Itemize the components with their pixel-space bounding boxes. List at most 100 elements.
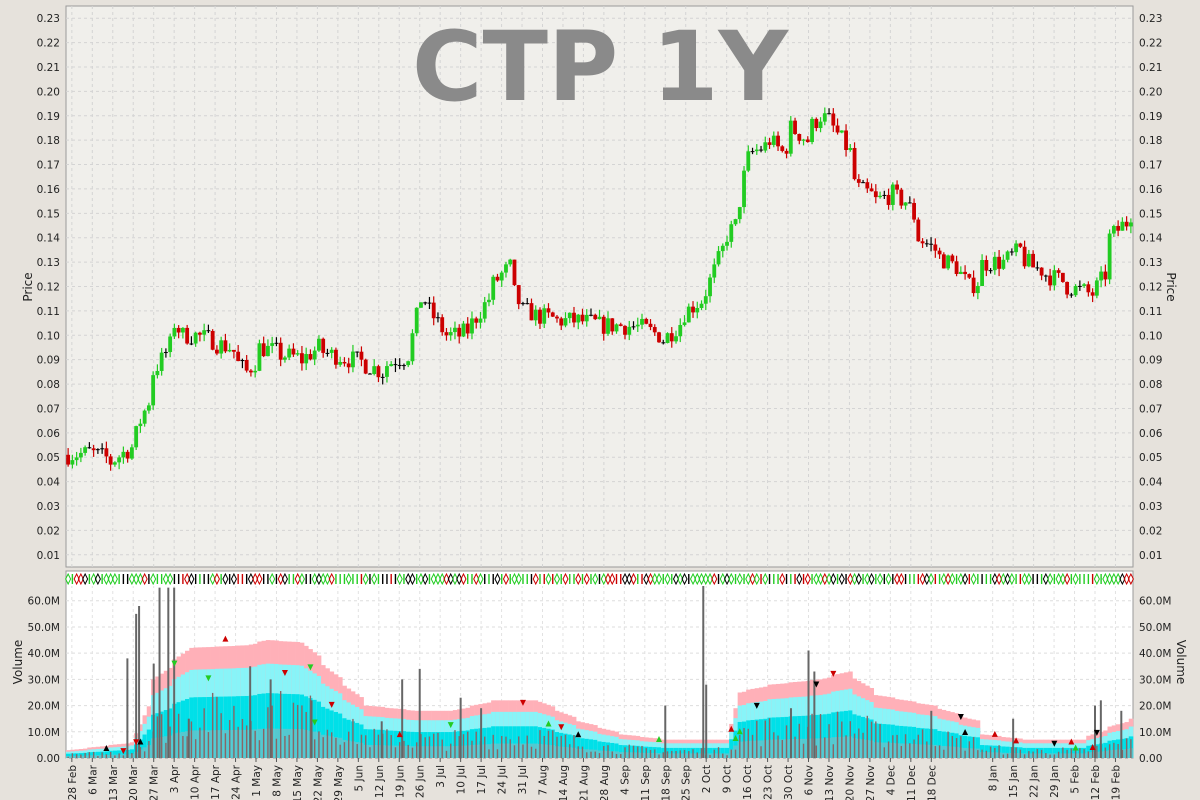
signal-marker (430, 572, 437, 586)
band-inner (274, 693, 279, 758)
volume-ytick-left-6: 60.0M (28, 596, 60, 608)
ohlc-body (176, 327, 181, 333)
ohlc-bar (640, 313, 644, 330)
ohlc-body (423, 302, 428, 304)
band-inner (95, 751, 101, 758)
ohlc-body (818, 121, 823, 129)
signal-marker (137, 572, 144, 586)
ohlc-bar (563, 312, 568, 328)
x-tick-30: 25 Sep (681, 765, 693, 800)
signal-diamond (821, 572, 828, 586)
band-inner (618, 745, 624, 758)
ohlc-bar (470, 311, 474, 340)
signal-marker (324, 572, 331, 586)
ohlc-body (1043, 275, 1048, 277)
signal-diamond (885, 572, 892, 586)
volume-signal-triangle (1068, 738, 1075, 745)
ohlc-body (512, 259, 517, 286)
band-inner (610, 742, 615, 758)
ohlc-body (567, 312, 572, 319)
ohlc-bar (648, 319, 653, 331)
volume-ytick-left-1: 10.0M (28, 727, 60, 739)
ohlc-bar (1128, 218, 1133, 234)
ohlc-body (172, 327, 177, 337)
signal-marker (728, 572, 735, 586)
signal-marker (188, 572, 195, 586)
signal-marker (583, 572, 590, 586)
price-ytick-left-14: 0.15 (37, 208, 60, 220)
ohlc-bar (193, 331, 198, 347)
signal-diamond (698, 572, 705, 586)
signal-marker (838, 572, 845, 586)
volume-signal-triangle (120, 748, 127, 755)
ohlc-bar (1005, 250, 1010, 263)
ohlc-body (686, 306, 691, 323)
volume-signal-triangle (558, 724, 565, 731)
signal-diamond (681, 572, 688, 586)
signal-marker (1102, 572, 1109, 586)
price-ytick-right-6: 0.07 (1139, 403, 1162, 415)
ohlc-body (980, 260, 985, 286)
ohlc-body (997, 256, 1002, 269)
band-inner (656, 747, 662, 758)
ohlc-bar (329, 347, 334, 359)
ohlc-bar (351, 344, 355, 373)
band-inner (338, 713, 343, 758)
ohlc-body (529, 303, 534, 321)
ohlc-bar (197, 331, 202, 342)
ohlc-body (180, 327, 185, 333)
ohlc-bar (363, 358, 368, 375)
ohlc-body (151, 375, 156, 406)
ohlc-body (763, 142, 768, 151)
band-inner (720, 747, 726, 758)
ohlc-bar (487, 293, 491, 307)
ohlc-body (805, 139, 810, 143)
ohlc-bar (580, 308, 585, 325)
ohlc-body (1035, 267, 1040, 269)
ohlc-bar (958, 266, 963, 275)
signal-marker (719, 572, 726, 586)
ohlc-bar (716, 246, 721, 267)
price-ytick-left-17: 0.18 (37, 135, 60, 147)
ohlc-body (1060, 272, 1065, 282)
signal-diamond (643, 572, 650, 586)
volume-ytick-left-4: 40.0M (28, 648, 60, 660)
signal-marker (753, 572, 760, 586)
signal-marker (128, 572, 135, 586)
ohlc-body (74, 457, 79, 461)
ohlc-body (920, 241, 925, 244)
signal-marker (626, 572, 633, 586)
signal-diamond (184, 572, 191, 586)
signal-diamond (1025, 572, 1032, 586)
ohlc-body (606, 318, 610, 334)
x-tick-0: 28 Feb (67, 765, 79, 800)
ohlc-body (342, 361, 347, 364)
ohlc-body (597, 316, 602, 320)
signal-diamond (1115, 572, 1122, 586)
ohlc-body (253, 370, 258, 373)
x-tick-5: 3 Apr (169, 764, 181, 793)
signal-diamond (277, 572, 284, 586)
volume-signal-triangle (813, 681, 820, 688)
signal-diamond (532, 572, 539, 586)
ohlc-bar (805, 136, 810, 143)
ohlc-body (189, 343, 194, 345)
signal-marker (456, 572, 463, 586)
ohlc-bar (189, 336, 194, 346)
signal-marker (647, 572, 654, 586)
signal-marker (269, 572, 276, 586)
ohlc-body (210, 330, 215, 350)
signal-diamond (940, 572, 947, 586)
ohlc-bar (950, 253, 955, 264)
ohlc-body (954, 261, 959, 274)
ohlc-body (461, 323, 466, 337)
ohlc-bar (606, 311, 610, 336)
band-inner (937, 730, 943, 758)
ohlc-bar (848, 143, 853, 152)
ohlc-body (661, 342, 666, 344)
ohlc-bar (1107, 229, 1112, 285)
ohlc-body (202, 330, 207, 335)
signal-marker (94, 572, 101, 586)
signal-marker (655, 572, 663, 586)
signal-diamond (928, 572, 935, 586)
